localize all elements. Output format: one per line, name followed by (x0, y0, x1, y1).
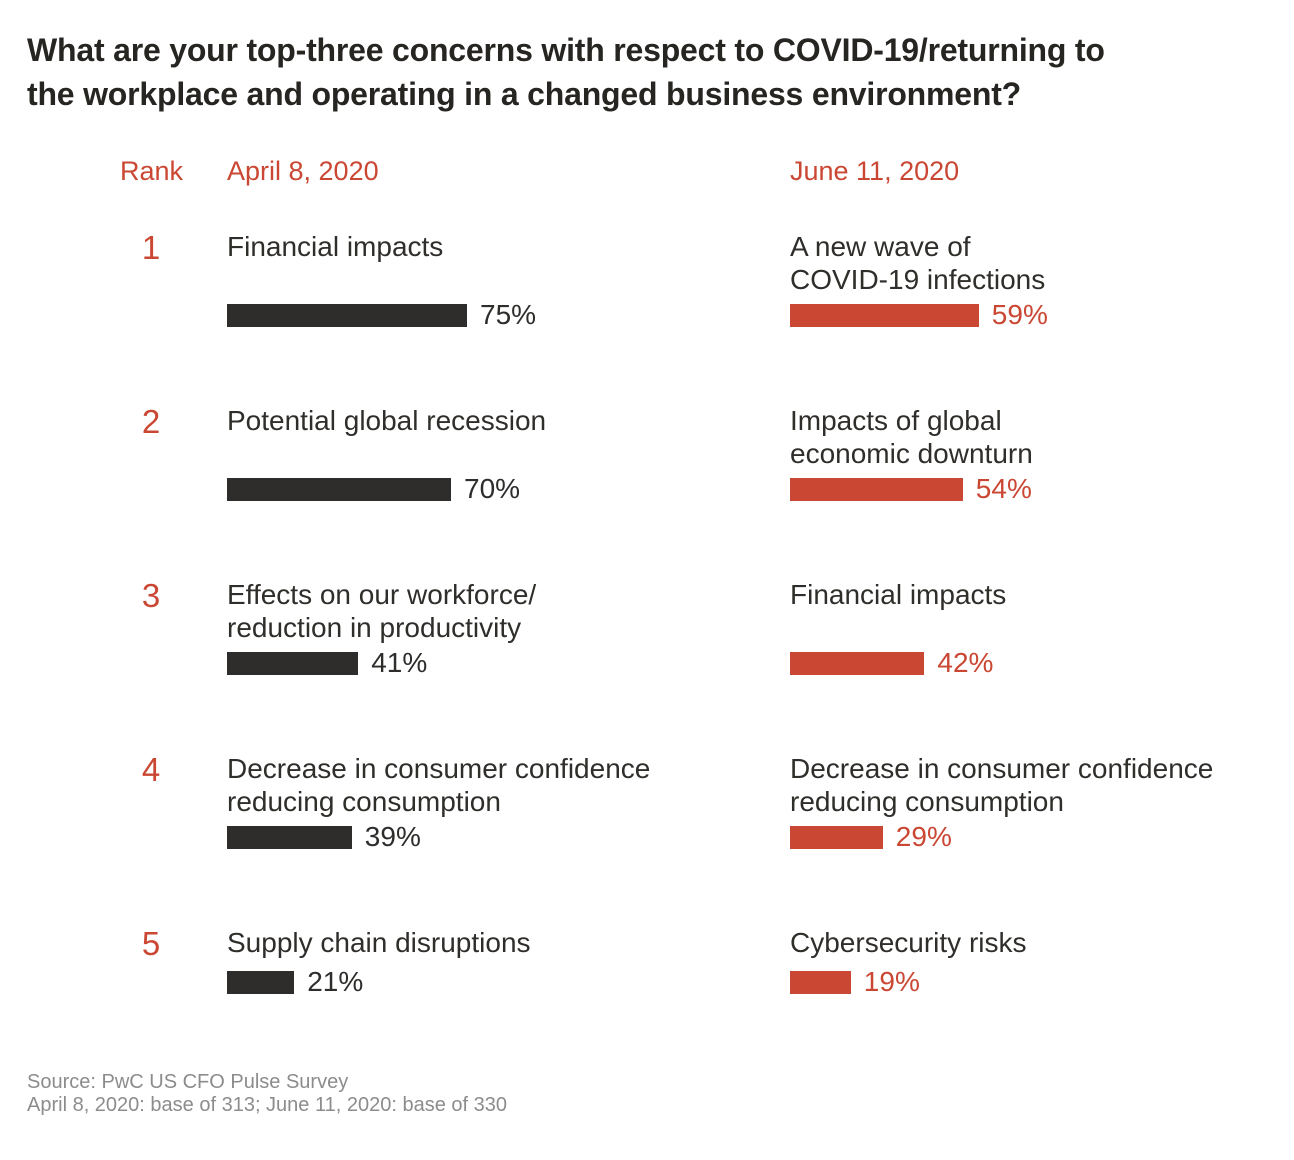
bar-line-april: 41% (227, 647, 745, 679)
concern-label-april: Potential global recession (227, 405, 547, 436)
june-cell: A new wave of COVID-19 infections 59% (790, 230, 1267, 331)
june-value-label: 19% (863, 966, 920, 997)
april-value-label: 70% (464, 473, 521, 504)
june-bar (790, 477, 963, 501)
april-column-header: April 8, 2020 (227, 156, 379, 186)
chart-rows: 1 Financial impacts 75% A new wave of CO… (120, 230, 1267, 998)
april-value-label: 75% (480, 299, 537, 330)
june-bar (790, 825, 883, 849)
page-title: What are your top-three concerns with re… (27, 32, 1105, 112)
june-bar (790, 651, 925, 675)
bar-line-april: 70% (227, 473, 745, 505)
concern-label-april: Supply chain disruptions (227, 927, 531, 958)
june-column-header: June 11, 2020 (790, 156, 960, 186)
concern-label-april: Effects on our workforce/ reduction in p… (227, 579, 537, 643)
april-bar (227, 477, 451, 501)
april-bar (227, 825, 352, 849)
april-cell: Financial impacts 75% (227, 230, 745, 331)
bar-line-june: 42% (790, 647, 1267, 679)
june-bar (790, 303, 979, 327)
rank-row-3: 3 Effects on our workforce/ reduction in… (120, 578, 1267, 679)
april-cell: Potential global recession 70% (227, 404, 745, 505)
rank-row-2: 2 Potential global recession 70% Impacts… (120, 404, 1267, 505)
source-line-1: Source: PwC US CFO Pulse Survey (27, 1071, 349, 1093)
april-cell: Effects on our workforce/ reduction in p… (227, 578, 745, 679)
source-line-2: April 8, 2020: base of 313; June 11, 202… (27, 1094, 507, 1116)
june-value-label: 29% (895, 821, 952, 852)
april-bar (227, 651, 359, 675)
april-value-label: 41% (371, 647, 428, 678)
concern-label-april: Financial impacts (227, 231, 444, 262)
bar-line-june: 54% (790, 473, 1267, 505)
april-bar (227, 303, 467, 327)
april-bar (227, 970, 295, 994)
rank-row-4: 4 Decrease in consumer confidence reduci… (120, 752, 1267, 853)
rank-row-1: 1 Financial impacts 75% A new wave of CO… (120, 230, 1267, 331)
bar-line-june: 59% (790, 299, 1267, 331)
concern-label-april: Decrease in consumer confidence reducing… (227, 753, 651, 817)
april-value-label: 21% (307, 966, 364, 997)
rank-column-header: Rank (120, 156, 184, 186)
rank-number: 2 (141, 403, 161, 440)
june-value-label: 42% (937, 647, 994, 678)
ranked-bar-chart: Rank April 8, 2020 June 11, 2020 1 Finan… (120, 155, 1267, 998)
june-cell: Financial impacts 42% (790, 578, 1267, 679)
source-note: Source: PwC US CFO Pulse Survey April 8,… (27, 1071, 1267, 1117)
bar-line-april: 39% (227, 821, 745, 853)
rank-row-5: 5 Supply chain disruptions 21% Cybersecu… (120, 926, 1267, 998)
april-cell: Decrease in consumer confidence reducing… (227, 752, 745, 853)
bar-line-june: 19% (790, 966, 1267, 998)
april-value-label: 39% (364, 821, 421, 852)
bar-line-april: 75% (227, 299, 745, 331)
rank-number: 4 (141, 751, 161, 788)
june-value-label: 54% (975, 473, 1032, 504)
rank-number: 1 (141, 229, 161, 266)
column-headers: Rank April 8, 2020 June 11, 2020 (120, 155, 1267, 188)
june-bar (790, 970, 851, 994)
concern-label-june: Cybersecurity risks (790, 927, 1027, 958)
june-value-label: 59% (991, 299, 1048, 330)
rank-number: 3 (141, 577, 161, 614)
rank-number: 5 (141, 925, 161, 962)
june-cell: Cybersecurity risks 19% (790, 926, 1267, 998)
bar-line-june: 29% (790, 821, 1267, 853)
concern-label-june: Financial impacts (790, 579, 1007, 610)
concern-label-june: A new wave of COVID-19 infections (790, 231, 1046, 295)
june-cell: Impacts of global economic downturn 54% (790, 404, 1267, 505)
concern-label-june: Decrease in consumer confidence reducing… (790, 753, 1214, 817)
bar-line-april: 21% (227, 966, 745, 998)
april-cell: Supply chain disruptions 21% (227, 926, 745, 998)
concern-label-june: Impacts of global economic downturn (790, 405, 1033, 469)
june-cell: Decrease in consumer confidence reducing… (790, 752, 1267, 853)
